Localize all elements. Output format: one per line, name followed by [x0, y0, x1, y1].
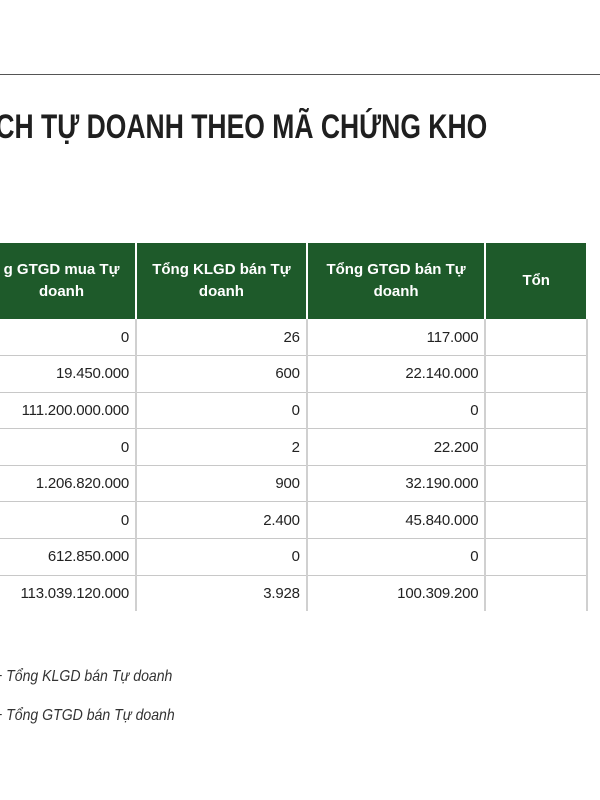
- table-container: g GTGD mua Tự doanh Tổng KLGD bán Tự doa…: [0, 243, 600, 611]
- page-title: ỊCH TỰ DOANH THEO MÃ CHỨNG KHO: [0, 108, 488, 146]
- footnote-sell-value: + Tổng GTGD bán Tự doanh: [0, 707, 175, 724]
- table-row: 612.850.000 0 0: [0, 538, 588, 576]
- table-row: 1.206.820.000 900 32.190.000: [0, 465, 588, 503]
- footnote-sell-volume: + Tổng KLGD bán Tự doanh: [0, 668, 173, 685]
- table-cell: 0: [306, 538, 487, 576]
- table-cell: 0: [136, 392, 308, 430]
- table-cell: 32.190.000: [306, 465, 487, 503]
- table-cell: 0: [0, 428, 138, 466]
- table-cell: 22.200: [306, 428, 487, 466]
- table-cell: 1.206.820.000: [0, 465, 138, 503]
- table-cell: 0: [306, 392, 487, 430]
- table-cell: 22.140.000: [306, 355, 487, 393]
- table-cell: 111.200.000.000: [0, 392, 138, 430]
- table-cell: 600: [136, 355, 308, 393]
- table-cell: 100.309.200: [306, 575, 487, 611]
- table-cell: 3.928: [136, 575, 308, 611]
- table-cell-empty: [485, 501, 588, 540]
- table-cell-empty: [485, 465, 588, 503]
- table-cell-empty: [485, 575, 588, 611]
- proprietary-trading-table: g GTGD mua Tự doanh Tổng KLGD bán Tự doa…: [0, 243, 588, 611]
- table-header-row: g GTGD mua Tự doanh Tổng KLGD bán Tự doa…: [0, 243, 588, 319]
- table-row: 0 2 22.200: [0, 428, 588, 466]
- table-cell-empty: [485, 319, 588, 357]
- header-total-sell-volume: Tổng KLGD bán Tự doanh: [136, 243, 308, 319]
- page-title-container: ỊCH TỰ DOANH THEO MÃ CHỨNG KHO: [0, 108, 600, 156]
- header-total-sell-value: Tổng GTGD bán Tự doanh: [306, 243, 487, 319]
- table-cell: 19.450.000: [0, 355, 138, 393]
- table-row: 113.039.120.000 3.928 100.309.200: [0, 575, 588, 611]
- table-cell: 2.400: [136, 501, 308, 540]
- table-cell: 113.039.120.000: [0, 575, 138, 611]
- table-cell: 117.000: [306, 319, 487, 357]
- table-cell-empty: [485, 355, 588, 393]
- table-cell: 0: [0, 319, 138, 357]
- table-cell: 45.840.000: [306, 501, 487, 540]
- table-cell-empty: [485, 392, 588, 430]
- top-divider: [0, 74, 600, 75]
- table-row: 111.200.000.000 0 0: [0, 392, 588, 430]
- table-cell: 0: [0, 501, 138, 540]
- header-total-cut: Tổn: [485, 243, 588, 319]
- header-total-buy-value: g GTGD mua Tự doanh: [0, 243, 138, 319]
- table-cell-empty: [485, 538, 588, 576]
- table-row: 19.450.000 600 22.140.000: [0, 355, 588, 393]
- table-row: 0 2.400 45.840.000: [0, 501, 588, 540]
- table-cell: 26: [136, 319, 308, 357]
- table-cell: 2: [136, 428, 308, 466]
- table-cell: 900: [136, 465, 308, 503]
- table-cell: 0: [136, 538, 308, 576]
- table-row: 0 26 117.000: [0, 319, 588, 357]
- table-cell-empty: [485, 428, 588, 466]
- table-cell: 612.850.000: [0, 538, 138, 576]
